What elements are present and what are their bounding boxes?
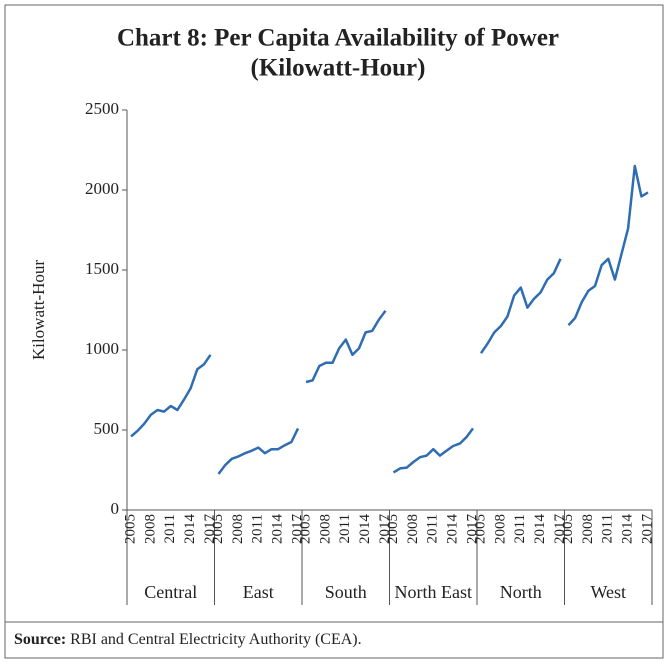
group-label: East (243, 582, 274, 602)
data-line (392, 427, 475, 474)
group-label: West (590, 582, 626, 602)
x-tick-label: 2014 (357, 514, 373, 545)
data-line (217, 427, 300, 475)
x-tick-label: 2014 (445, 514, 461, 545)
x-tick-label: 2008 (230, 514, 246, 544)
y-tick-label: 500 (94, 419, 120, 438)
x-tick-label: 2011 (425, 514, 441, 543)
y-tick-label: 1000 (85, 339, 119, 358)
x-tick-label: 2014 (620, 514, 636, 545)
x-tick-label: 2014 (182, 514, 198, 545)
x-tick-label: 2008 (142, 514, 158, 544)
y-tick-label: 0 (111, 499, 120, 518)
x-tick-label: 2017 (464, 514, 480, 545)
x-tick-label: 2005 (122, 514, 138, 544)
x-tick-label: 2011 (512, 514, 528, 543)
x-tick-label: 2005 (385, 514, 401, 544)
y-tick-label: 2000 (85, 179, 119, 198)
x-tick-label: 2005 (297, 514, 313, 544)
x-tick-label: 2011 (337, 514, 353, 543)
group-label: Central (144, 582, 197, 602)
data-line (567, 164, 649, 327)
y-axis-label: Kilowatt-Hour (29, 260, 48, 360)
data-line (305, 310, 387, 384)
source-text: RBI and Central Electricity Authority (C… (70, 631, 362, 648)
x-tick-label: 2017 (289, 514, 305, 545)
source-label: Source: (14, 631, 66, 648)
x-tick-label: 2014 (532, 514, 548, 545)
group-label: South (325, 582, 367, 602)
source: Source: RBI and Central Electricity Auth… (14, 631, 362, 648)
frame (4, 4, 664, 659)
chart-title: Chart 8: Per Capita Availability of Powe… (117, 25, 559, 52)
x-tick-label: 2005 (472, 514, 488, 544)
x-tick-label: 2017 (377, 514, 393, 545)
x-tick-label: 2008 (405, 514, 421, 544)
x-tick-label: 2017 (639, 514, 655, 545)
x-tick-label: 2017 (552, 514, 568, 545)
x-tick-label: 2011 (162, 514, 178, 543)
data-line (130, 354, 212, 438)
x-tick-label: 2014 (270, 514, 286, 545)
x-tick-label: 2008 (492, 514, 508, 544)
x-tick-label: 2011 (250, 514, 266, 543)
x-tick-label: 2008 (317, 514, 333, 544)
group-label: North East (395, 582, 472, 602)
x-tick-label: 2008 (580, 514, 596, 544)
chart-subtitle: (Kilowatt-Hour) (251, 55, 426, 82)
group-label: North (500, 582, 542, 602)
data-line (479, 258, 562, 354)
y-tick-label: 2500 (85, 99, 119, 118)
y-tick-label: 1500 (85, 259, 119, 278)
x-tick-label: 2005 (560, 514, 576, 544)
x-tick-label: 2005 (210, 514, 226, 544)
x-tick-label: 2011 (600, 514, 616, 543)
x-tick-label: 2017 (202, 514, 218, 545)
